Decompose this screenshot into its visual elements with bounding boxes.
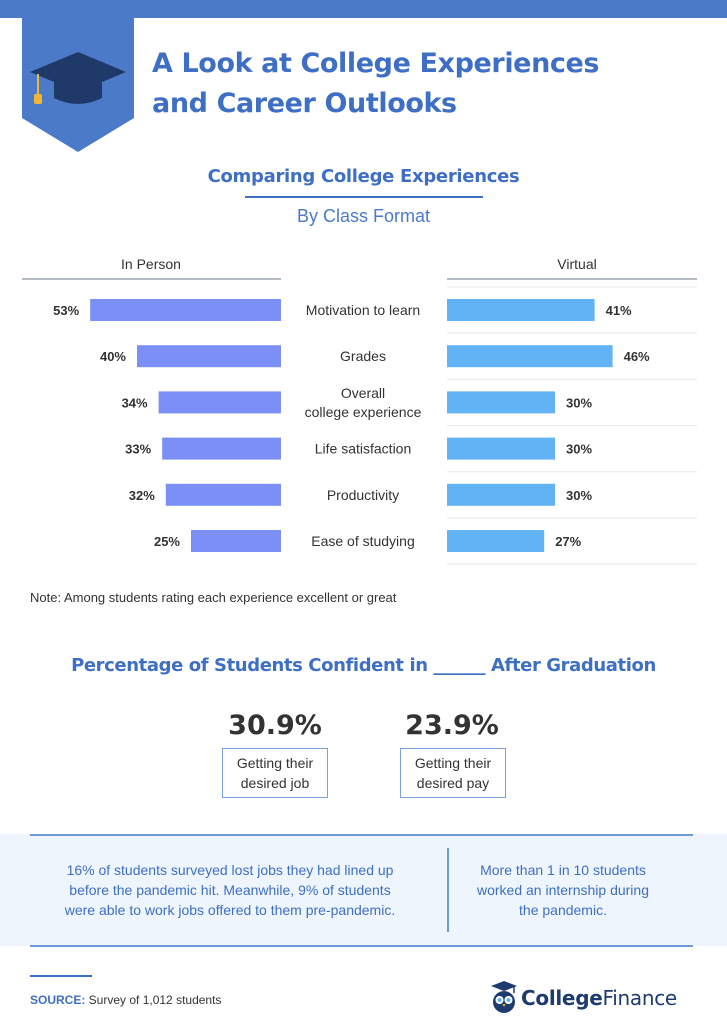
category-label: Life satisfaction (315, 441, 412, 457)
value-label-virtual: 30% (566, 488, 592, 503)
category-label: Productivity (327, 487, 399, 503)
source-rule (30, 975, 92, 977)
info-left-line1: 16% of students surveyed lost jobs they … (66, 862, 394, 878)
collegefinance-logo: CollegeFinance (490, 980, 710, 1016)
logo-wordmark: CollegeFinance (521, 986, 677, 1010)
column-header-in-person: In Person (121, 256, 181, 272)
bar-in-person (158, 391, 281, 414)
value-label-in-person: 32% (129, 488, 155, 503)
stat-value-job: 30.9% (228, 710, 322, 741)
chart-note: Note: Among students rating each experie… (30, 590, 397, 605)
info-bottom-rule (30, 945, 693, 947)
info-right-line3: the pandemic. (519, 902, 607, 918)
stat-value-pay: 23.9% (405, 710, 499, 741)
comparison-bar-chart: In Person Virtual 53% 41% Motivation to lear… (22, 256, 697, 565)
section-title-confidence: Percentage of Students Confident in ____… (71, 655, 656, 676)
logo-text-college: College (521, 986, 603, 1010)
bar-virtual (447, 483, 555, 506)
stat-label-pay: Getting their desired pay (400, 748, 506, 798)
stat-label-job-line1: Getting their (236, 755, 314, 771)
info-text-left: 16% of students surveyed lost jobs they … (30, 860, 430, 920)
title-line-2: and Career Outlooks (152, 88, 457, 119)
value-label-virtual: 41% (606, 303, 632, 318)
value-label-in-person: 33% (125, 442, 151, 457)
info-left-line3: were able to work jobs offered to them p… (64, 902, 396, 918)
stat-label-pay-line2: desired pay (416, 775, 490, 791)
info-text-right: More than 1 in 10 students worked an int… (463, 860, 663, 920)
source-text: Survey of 1,012 students (85, 993, 222, 1007)
value-label-in-person: 40% (100, 349, 126, 364)
category-label: Ease of studying (311, 533, 415, 549)
bar-in-person (165, 483, 281, 506)
bar-virtual (447, 437, 555, 460)
bar-virtual (447, 345, 613, 368)
info-top-rule (30, 834, 693, 836)
info-right-line1: More than 1 in 10 students (480, 862, 646, 878)
value-label-virtual: 30% (566, 395, 592, 410)
category-label: Overall (341, 385, 385, 401)
category-label: Grades (340, 348, 386, 364)
stat-label-job: Getting their desired job (222, 748, 328, 798)
stat-label-pay-line1: Getting their (414, 755, 492, 771)
column-header-virtual: Virtual (557, 256, 596, 272)
info-band (0, 834, 727, 946)
category-label: college experience (305, 404, 422, 420)
value-label-virtual: 27% (555, 534, 581, 549)
owl-logo-icon (491, 981, 517, 1013)
bar-in-person (90, 299, 281, 321)
graduation-cap-icon (22, 0, 134, 152)
info-left-line2: before the pandemic hit. Meanwhile, 9% o… (69, 882, 391, 898)
bar-virtual (447, 530, 545, 552)
page-title: A Look at College Experiences and Career… (152, 44, 712, 124)
section-subtitle: By Class Format (296, 206, 431, 226)
category-label: Motivation to learn (306, 302, 420, 318)
section-title-underline (245, 196, 483, 198)
value-label-in-person: 34% (122, 395, 148, 410)
bar-in-person (191, 530, 281, 552)
value-label-virtual: 30% (566, 442, 592, 457)
section-title-comparing: Comparing College Experiences (207, 166, 520, 187)
bar-in-person (162, 437, 281, 460)
bar-in-person (137, 345, 281, 368)
source-note: SOURCE: Survey of 1,012 students (30, 993, 221, 1007)
info-right-line2: worked an internship during (477, 882, 649, 898)
value-label-in-person: 25% (154, 534, 180, 549)
value-label-virtual: 46% (624, 349, 650, 364)
bar-virtual (447, 391, 555, 414)
title-line-1: A Look at College Experiences (152, 48, 600, 79)
stat-label-job-line2: desired job (240, 775, 310, 791)
bar-virtual (447, 299, 595, 321)
info-divider (447, 848, 449, 932)
value-label-in-person: 53% (53, 303, 79, 318)
top-band (0, 0, 727, 18)
logo-text-finance: Finance (602, 986, 677, 1010)
source-label: SOURCE: (30, 993, 86, 1007)
